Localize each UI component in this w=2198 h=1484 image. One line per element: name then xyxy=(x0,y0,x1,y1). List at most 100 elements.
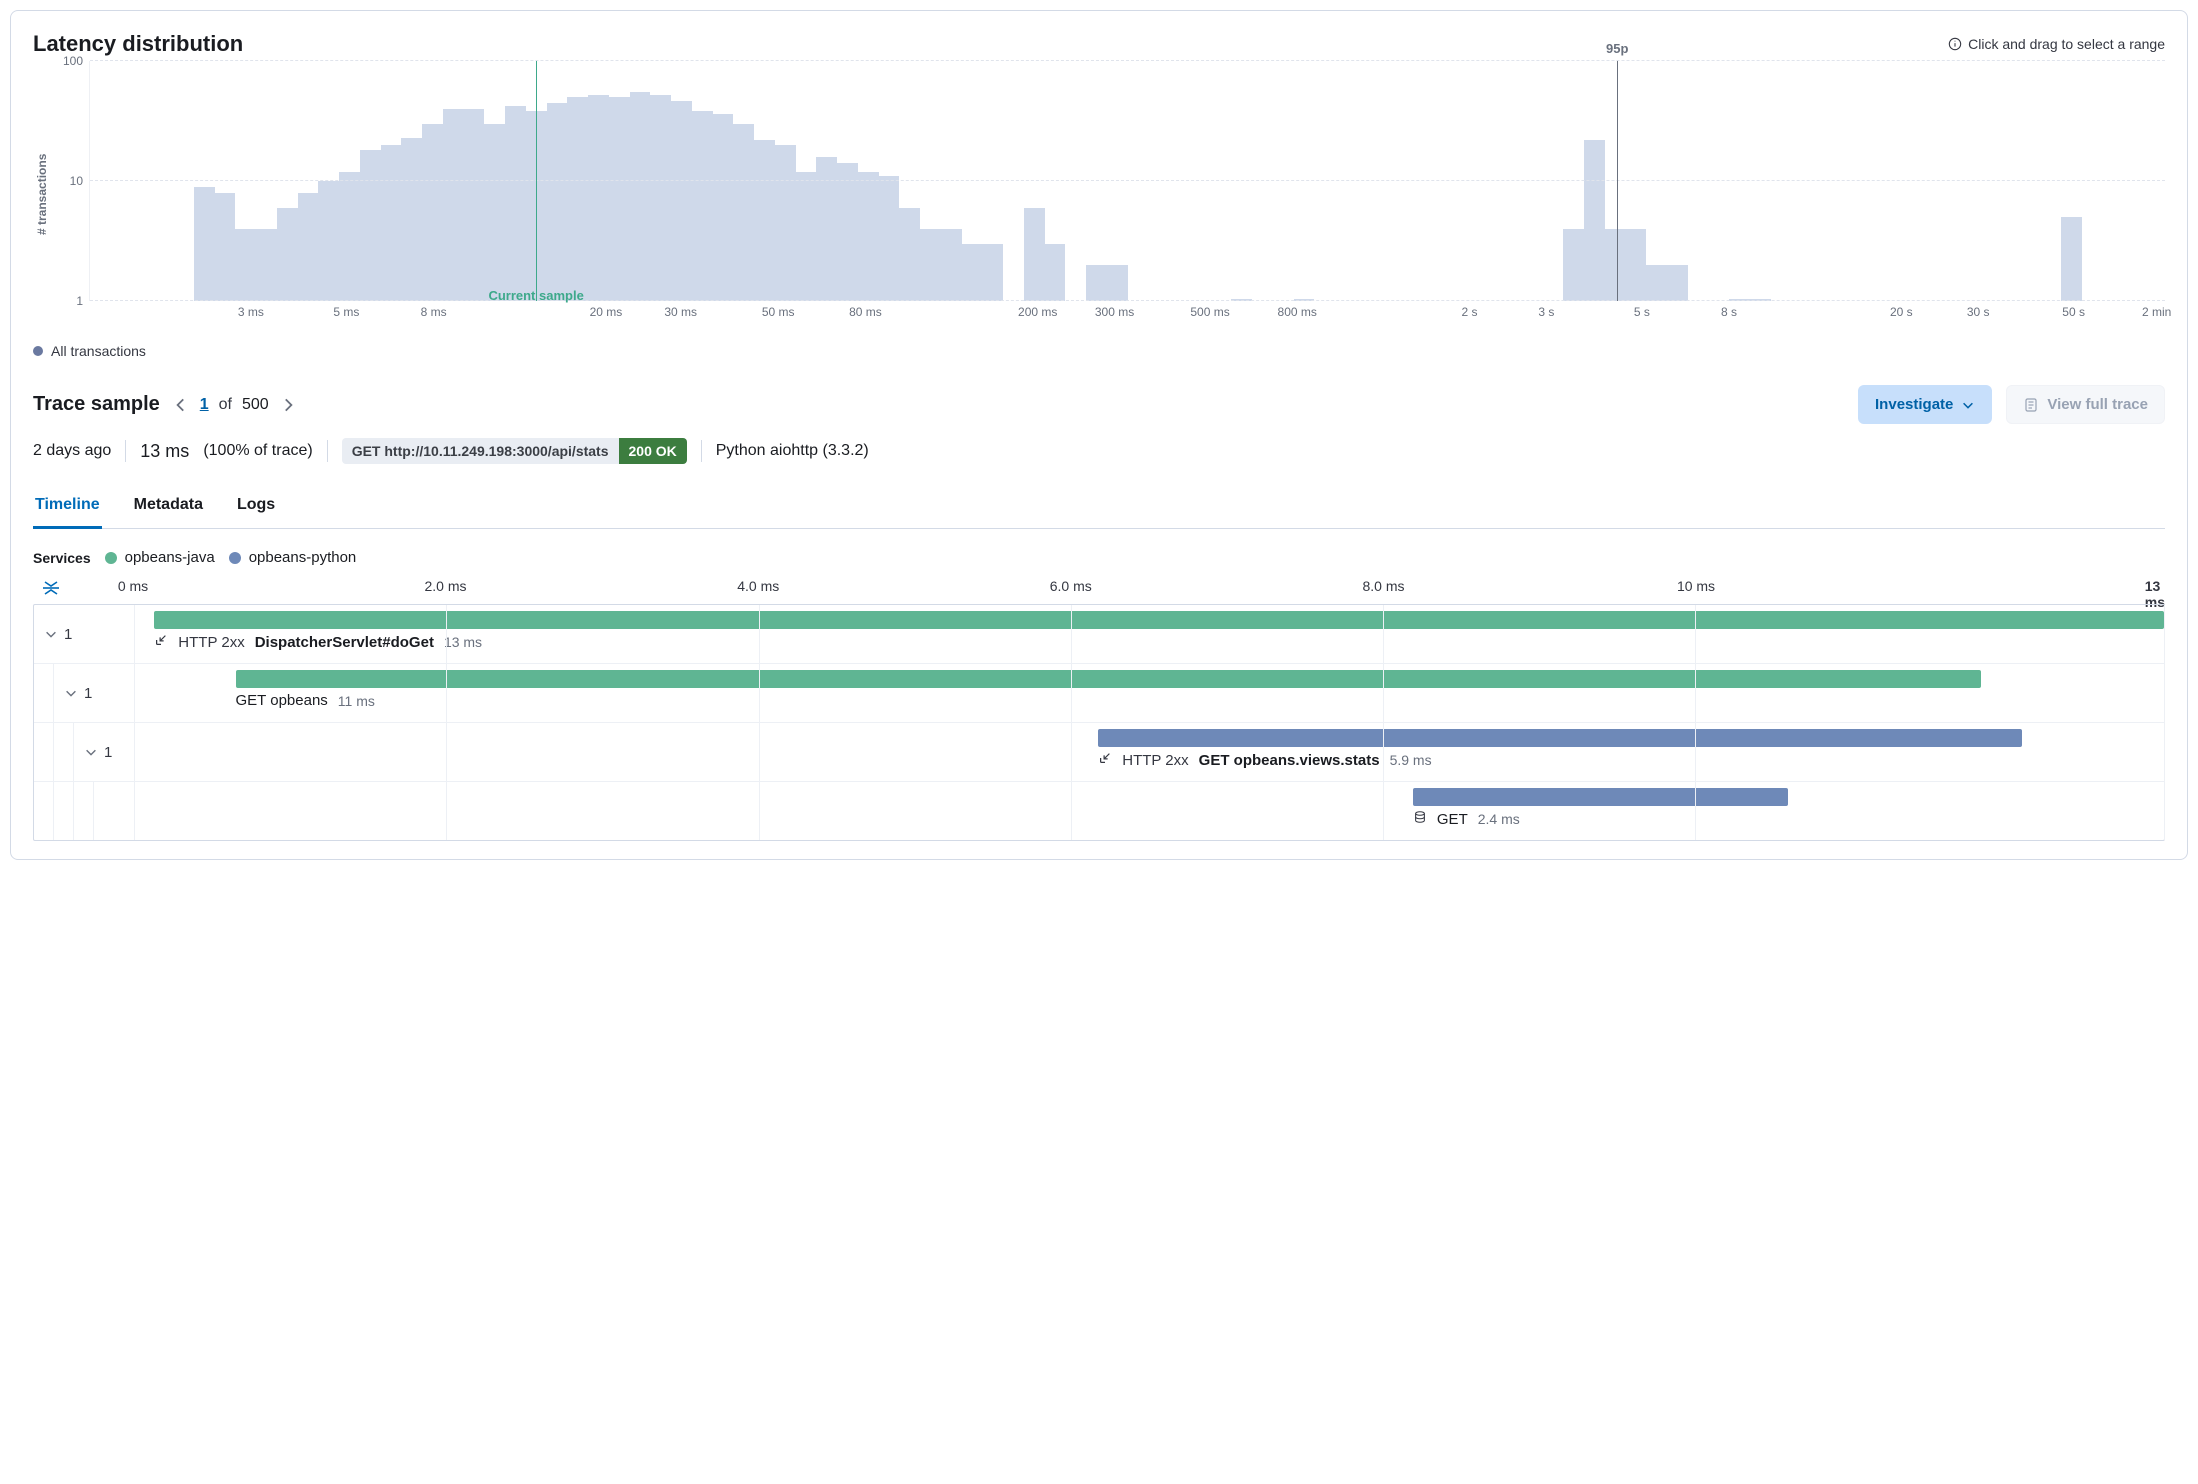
x-tick: 50 s xyxy=(2062,305,2085,319)
x-tick: 200 ms xyxy=(1018,305,1057,319)
row-child-count: 1 xyxy=(64,626,72,643)
waterfall-tick: 6.0 ms xyxy=(1050,578,1092,594)
chevron-down-icon xyxy=(84,745,98,759)
info-icon xyxy=(1948,37,1962,51)
latency-panel: Latency distribution Click and drag to s… xyxy=(10,10,2188,860)
tab-logs[interactable]: Logs xyxy=(235,486,277,528)
span-name: GET opbeans xyxy=(236,692,328,709)
row-child-count: 1 xyxy=(104,744,112,761)
waterfall-row[interactable]: GET 2.4 ms xyxy=(34,782,2164,840)
divider xyxy=(701,440,702,462)
services-heading: Services xyxy=(33,550,91,566)
histogram-bars xyxy=(90,61,2165,301)
waterfall-header: 0 ms2.0 ms4.0 ms6.0 ms8.0 ms10 ms13 ms xyxy=(33,578,2165,598)
legend-dot-icon xyxy=(33,346,43,356)
view-full-trace-button: View full trace xyxy=(2006,385,2165,424)
p95-label: 95p xyxy=(1606,41,1628,56)
span-name: DispatcherServlet#doGet xyxy=(255,634,434,651)
trace-sample-header: Trace sample 1 of 500 Investigate View f… xyxy=(33,385,2165,424)
x-tick: 30 ms xyxy=(664,305,697,319)
request-text: GET http://10.11.249.198:3000/api/stats xyxy=(342,438,619,464)
waterfall-tick: 4.0 ms xyxy=(737,578,779,594)
tab-timeline[interactable]: Timeline xyxy=(33,486,102,529)
latency-chart[interactable]: # transactions 110100 Current sample95p … xyxy=(33,61,2165,327)
waterfall-row[interactable]: 1 HTTP 2xx DispatcherServlet#doGet 13 ms xyxy=(34,605,2164,664)
x-tick: 3 ms xyxy=(238,305,264,319)
status-badge: 200 OK xyxy=(619,438,687,464)
service-legend-item[interactable]: opbeans-python xyxy=(229,549,357,566)
x-tick: 8 ms xyxy=(421,305,447,319)
span-duration: 11 ms xyxy=(338,693,375,709)
database-icon xyxy=(1413,810,1427,828)
row-toggle xyxy=(94,782,134,840)
span-duration: 13 ms xyxy=(444,634,482,650)
row-child-count: 1 xyxy=(84,685,92,702)
request-pill: GET http://10.11.249.198:3000/api/stats … xyxy=(342,438,687,464)
x-tick: 5 s xyxy=(1634,305,1650,319)
waterfall-tick: 2.0 ms xyxy=(425,578,467,594)
x-tick: 2 min xyxy=(2142,305,2171,319)
chevron-down-icon xyxy=(64,686,78,700)
pager-of-label: of xyxy=(219,396,232,414)
waterfall-tick: 8.0 ms xyxy=(1362,578,1404,594)
x-tick: 800 ms xyxy=(1278,305,1317,319)
row-toggle[interactable]: 1 xyxy=(74,723,134,781)
trace-tabs: Timeline Metadata Logs xyxy=(33,486,2165,529)
drag-hint: Click and drag to select a range xyxy=(1948,36,2165,52)
waterfall: 0 ms2.0 ms4.0 ms6.0 ms8.0 ms10 ms13 ms 1… xyxy=(33,578,2165,841)
span-bar[interactable] xyxy=(154,611,2164,629)
y-tick: 1 xyxy=(76,294,83,308)
span-duration: 2.4 ms xyxy=(1478,811,1520,827)
legend-label: All transactions xyxy=(51,343,146,359)
divider xyxy=(327,440,328,462)
span-bar[interactable] xyxy=(1413,788,1789,806)
x-tick: 30 s xyxy=(1967,305,1990,319)
service-name: opbeans-java xyxy=(125,549,215,566)
span-name: GET opbeans.views.stats xyxy=(1199,752,1380,769)
prev-sample-button[interactable] xyxy=(172,396,190,414)
x-tick: 80 ms xyxy=(849,305,882,319)
waterfall-body: 1 HTTP 2xx DispatcherServlet#doGet 13 ms 1 GE… xyxy=(33,604,2165,841)
service-dot-icon xyxy=(229,552,241,564)
x-tick: 300 ms xyxy=(1095,305,1134,319)
next-sample-button[interactable] xyxy=(279,396,297,414)
waterfall-row[interactable]: 1 GET opbeans 11 ms xyxy=(34,664,2164,723)
pager-current[interactable]: 1 xyxy=(200,396,209,414)
span-label: GET 2.4 ms xyxy=(1413,810,1520,828)
chart-header: Latency distribution Click and drag to s… xyxy=(33,31,2165,57)
tab-metadata[interactable]: Metadata xyxy=(132,486,205,528)
x-tick: 8 s xyxy=(1721,305,1737,319)
span-label: HTTP 2xx DispatcherServlet#doGet 13 ms xyxy=(154,633,482,651)
chart-plot-area[interactable]: Current sample95p xyxy=(89,61,2165,301)
span-bar[interactable] xyxy=(236,670,1982,688)
span-label: HTTP 2xxGET opbeans.views.stats5.9 ms xyxy=(1098,751,1431,769)
services-legend: Services opbeans-java opbeans-python xyxy=(33,549,2165,566)
x-tick: 20 ms xyxy=(590,305,623,319)
span-label: GET opbeans 11 ms xyxy=(236,692,375,709)
x-tick: 500 ms xyxy=(1190,305,1229,319)
full-trace-label: View full trace xyxy=(2047,396,2148,413)
span-name: GET xyxy=(1437,811,1468,828)
investigate-label: Investigate xyxy=(1875,396,1953,413)
service-dot-icon xyxy=(105,552,117,564)
x-tick: 2 s xyxy=(1462,305,1478,319)
span-bar[interactable] xyxy=(1098,729,2022,747)
pager-total: 500 xyxy=(242,396,269,414)
investigate-button[interactable]: Investigate xyxy=(1858,385,1992,424)
span-status: HTTP 2xx xyxy=(178,634,244,651)
x-tick: 5 ms xyxy=(333,305,359,319)
row-toggle[interactable]: 1 xyxy=(54,664,134,722)
current-sample-label: Current sample xyxy=(488,288,583,303)
trace-meta: 2 days ago 13 ms (100% of trace) GET htt… xyxy=(33,438,2165,464)
waterfall-scale: 0 ms2.0 ms4.0 ms6.0 ms8.0 ms10 ms13 ms xyxy=(133,578,2165,598)
row-toggle[interactable]: 1 xyxy=(34,605,134,663)
agent-text: Python aiohttp (3.3.2) xyxy=(716,442,869,460)
trace-age: 2 days ago xyxy=(33,442,111,460)
y-tick: 10 xyxy=(70,174,83,188)
arrow-in-icon xyxy=(1098,751,1112,769)
span-duration: 5.9 ms xyxy=(1390,752,1432,768)
service-legend-item[interactable]: opbeans-java xyxy=(105,549,215,566)
chevron-down-icon xyxy=(44,627,58,641)
waterfall-row[interactable]: 1HTTP 2xxGET opbeans.views.stats5.9 ms xyxy=(34,723,2164,782)
x-tick: 50 ms xyxy=(762,305,795,319)
